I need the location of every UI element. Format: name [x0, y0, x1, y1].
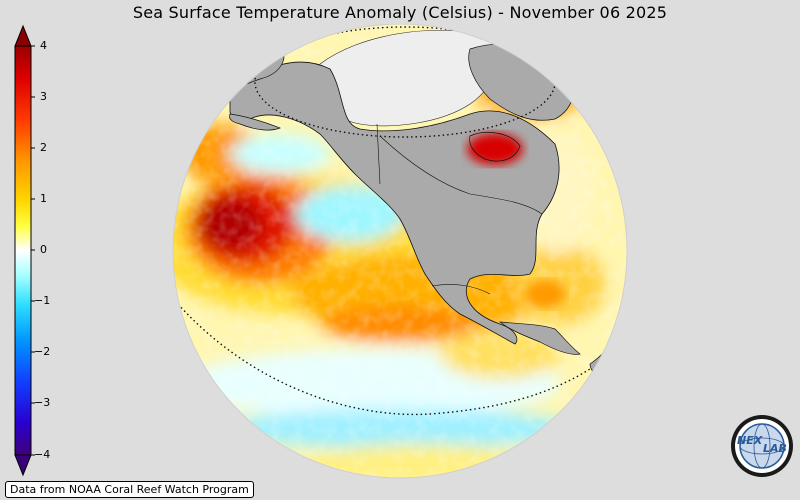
- hudson-bay-anomaly: [467, 133, 523, 165]
- colorbar-tick-label: −3: [34, 396, 51, 409]
- colorbar-tick-label: 3: [40, 90, 47, 103]
- colorbar: [14, 24, 35, 477]
- nexlab-logo: NEX LAB: [731, 415, 793, 477]
- colorbar-tick-label: 1: [40, 192, 47, 205]
- globe-map: [172, 24, 628, 479]
- colorbar-gradient: [14, 45, 32, 456]
- colorbar-tick-label: 2: [40, 141, 47, 154]
- colorbar-tick-label: −1: [34, 294, 51, 307]
- globe-outline: [172, 24, 628, 479]
- colorbar-tick-label: 0: [40, 243, 47, 256]
- colorbar-bottom-arrow: [14, 454, 32, 477]
- map-title: Sea Surface Temperature Anomaly (Celsius…: [132, 3, 668, 22]
- colorbar-top-arrow: [14, 24, 32, 47]
- central-america-land: [498, 321, 581, 355]
- us-mexico-border: [431, 284, 491, 295]
- alaska-peninsula: [229, 113, 281, 131]
- hudson-bay-outline: [469, 132, 521, 162]
- logo-text-left: NEX: [737, 434, 763, 447]
- us-canada-border: [379, 135, 543, 215]
- colorbar-tick-label: −4: [34, 448, 51, 461]
- data-credit: Data from NOAA Coral Reef Watch Program: [5, 481, 254, 498]
- colorbar-tick-label: 4: [40, 39, 47, 52]
- colorbar-tick-label: −2: [34, 345, 51, 358]
- alaska-border: [376, 123, 381, 185]
- north-america-land: [229, 61, 560, 345]
- equator-line: [177, 303, 591, 416]
- logo-text-right: LAB: [763, 442, 787, 455]
- gulf-of-mexico-anomaly: [525, 280, 565, 308]
